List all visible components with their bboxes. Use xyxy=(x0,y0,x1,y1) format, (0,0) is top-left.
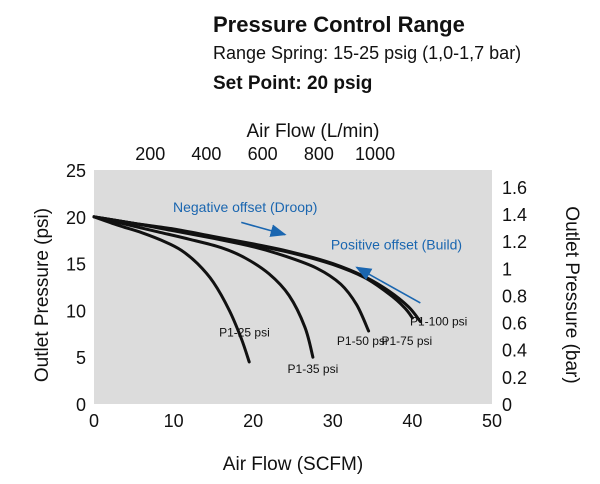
annotation-text: Negative offset (Droop) xyxy=(173,199,317,215)
series-line xyxy=(92,215,251,364)
right-y-tick-label: 1.4 xyxy=(502,205,527,225)
annotation-arrow xyxy=(241,221,287,237)
set-point-subtitle: Set Point: 20 psig xyxy=(213,73,373,94)
right-y-tick-label: 1 xyxy=(502,259,512,279)
right-y-tick-label: 0.6 xyxy=(502,314,527,334)
y-tick-label: 20 xyxy=(66,208,86,228)
right-y-tick-label: 1.6 xyxy=(502,178,527,198)
x-tick-label: 50 xyxy=(482,411,502,431)
x-tick-label: 30 xyxy=(323,411,343,431)
chart-title: Pressure Control Range xyxy=(213,12,465,37)
y-axis-label: Outlet Pressure (psi) xyxy=(32,208,53,382)
right-y-tick-label: 1.2 xyxy=(502,232,527,252)
curve-label: P1-25 psi xyxy=(219,326,270,340)
curve-label: P1-35 psi xyxy=(288,362,339,376)
curve-label: P1-75 psi xyxy=(381,334,432,348)
annotation-text: Positive offset (Build) xyxy=(331,237,462,253)
x-tick-label: 40 xyxy=(402,411,422,431)
top-x-tick-label: 1000 xyxy=(355,144,395,164)
y-tick-label: 10 xyxy=(66,301,86,321)
top-x-tick-label: 600 xyxy=(248,144,278,164)
x-tick-label: 0 xyxy=(89,411,99,431)
curve-label: P1-50 psi xyxy=(337,334,388,348)
x-tick-label: 20 xyxy=(243,411,263,431)
top-x-tick-label: 800 xyxy=(304,144,334,164)
y-tick-label: 15 xyxy=(66,255,86,275)
right-y-tick-label: 0.2 xyxy=(502,368,527,388)
top-x-tick-label: 200 xyxy=(135,144,165,164)
y-tick-label: 5 xyxy=(76,348,86,368)
curve-label: P1-100 psi xyxy=(410,314,467,328)
y-tick-label: 25 xyxy=(66,161,86,181)
right-y-tick-label: 0 xyxy=(502,395,512,415)
series-line xyxy=(92,215,422,324)
y-tick-label: 0 xyxy=(76,395,86,415)
annotation-arrow xyxy=(355,266,421,304)
range-spring-subtitle: Range Spring: 15-25 psig (1,0-1,7 bar) xyxy=(213,43,522,63)
top-x-axis-label: Air Flow (L/min) xyxy=(246,121,379,142)
plot-area xyxy=(94,170,492,404)
x-tick-label: 10 xyxy=(164,411,184,431)
right-y-axis-label: Outlet Pressure (bar) xyxy=(561,206,582,383)
right-y-tick-label: 0.8 xyxy=(502,286,527,306)
right-y-tick-label: 0.4 xyxy=(502,341,527,361)
x-axis-label: Air Flow (SCFM) xyxy=(223,454,363,475)
series-line xyxy=(92,215,315,359)
top-x-tick-label: 400 xyxy=(191,144,221,164)
